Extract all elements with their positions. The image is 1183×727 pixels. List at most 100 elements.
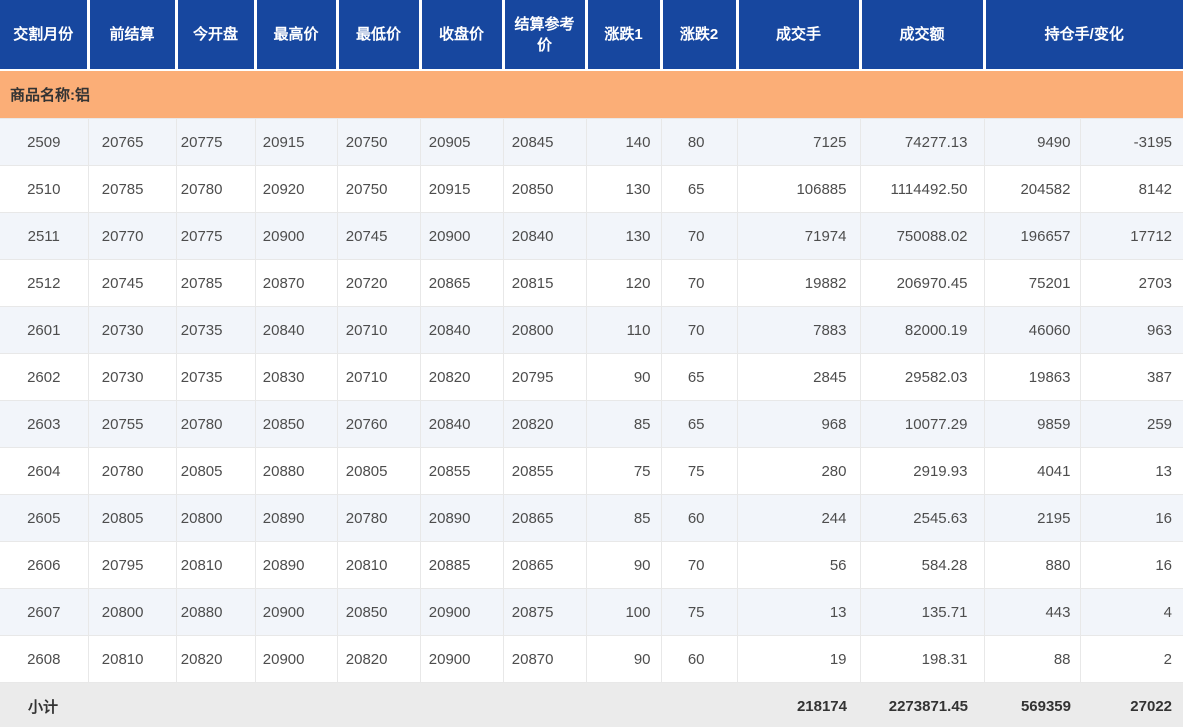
table-cell: 20865 — [502, 494, 587, 542]
table-cell: 2919.93 — [859, 447, 985, 495]
table-cell: 80 — [660, 118, 738, 166]
table-cell: 20720 — [336, 259, 421, 307]
table-cell: 20915 — [254, 118, 338, 166]
table-cell: 20915 — [419, 165, 504, 213]
header-close: 收盘价 — [420, 0, 505, 71]
table-cell: 70 — [660, 541, 738, 589]
table-cell: 85 — [585, 400, 662, 448]
table-cell: 20820 — [336, 635, 421, 683]
table-cell: 280 — [736, 447, 861, 495]
table-cell: 13 — [1079, 447, 1183, 495]
table-cell: -3195 — [1079, 118, 1183, 166]
table-cell: 2 — [1079, 635, 1183, 683]
header-open-interest-change: 持仓手/变化 — [984, 0, 1183, 71]
table-cell: 2509 — [0, 118, 89, 166]
table-cell: 20755 — [87, 400, 177, 448]
table-cell: 20785 — [175, 259, 256, 307]
table-cell: 20800 — [502, 306, 587, 354]
table-row[interactable]: 2602 20730 20735 20830 20710 20820 20795 90 65 28… — [0, 353, 1183, 401]
table-cell: 8142 — [1079, 165, 1183, 213]
table-cell: 20920 — [254, 165, 338, 213]
table-row[interactable]: 2511 20770 20775 20900 20745 20900 20840 130 70 7… — [0, 212, 1183, 260]
table-cell: 120 — [585, 259, 662, 307]
table-cell: 20780 — [87, 447, 177, 495]
table-cell: 2605 — [0, 494, 89, 542]
table-cell: 29582.03 — [859, 353, 985, 401]
table-row[interactable]: 2606 20795 20810 20890 20810 20885 20865 90 70 56… — [0, 541, 1183, 589]
table-cell: 2603 — [0, 400, 89, 448]
table-cell: 20775 — [175, 118, 256, 166]
table-cell: 20905 — [419, 118, 504, 166]
table-cell: 20820 — [175, 635, 256, 683]
table-cell: 110 — [585, 306, 662, 354]
table-row[interactable]: 2509 20765 20775 20915 20750 20905 20845 140 80 7… — [0, 118, 1183, 166]
table-cell: 20850 — [502, 165, 587, 213]
table-cell: 20900 — [254, 635, 338, 683]
table-cell: 20805 — [175, 447, 256, 495]
table-cell: 20730 — [87, 353, 177, 401]
table-cell: 60 — [660, 494, 738, 542]
table-cell: 2545.63 — [859, 494, 985, 542]
header-open: 今开盘 — [176, 0, 257, 71]
table-cell: 20795 — [87, 541, 177, 589]
table-cell: 56 — [736, 541, 861, 589]
table-cell: 7125 — [736, 118, 861, 166]
table-cell: 968 — [736, 400, 861, 448]
table-cell: 204582 — [983, 165, 1081, 213]
table-cell: 20810 — [336, 541, 421, 589]
table-cell: 2604 — [0, 447, 89, 495]
table-row[interactable]: 2510 20785 20780 20920 20750 20915 20850 130 65 1… — [0, 165, 1183, 213]
subtotal-label: 小计 — [0, 682, 737, 727]
table-cell: 20805 — [336, 447, 421, 495]
table-cell: 206970.45 — [859, 259, 985, 307]
table-cell: 20760 — [336, 400, 421, 448]
table-cell: 20795 — [502, 353, 587, 401]
table-row[interactable]: 2604 20780 20805 20880 20805 20855 20855 75 75 28… — [0, 447, 1183, 495]
table-cell: 17712 — [1079, 212, 1183, 260]
table-cell: 7883 — [736, 306, 861, 354]
table-row[interactable]: 2603 20755 20780 20850 20760 20840 20820 85 65 96… — [0, 400, 1183, 448]
table-cell: 387 — [1079, 353, 1183, 401]
table-cell: 1114492.50 — [859, 165, 985, 213]
table-row[interactable]: 2601 20730 20735 20840 20710 20840 20800 110 70 7… — [0, 306, 1183, 354]
table-cell: 20735 — [175, 306, 256, 354]
table-cell: 20810 — [87, 635, 177, 683]
table-cell: 750088.02 — [859, 212, 985, 260]
table-row[interactable]: 2512 20745 20785 20870 20720 20865 20815 120 70 1… — [0, 259, 1183, 307]
table-cell: 90 — [585, 353, 662, 401]
table-cell: 20750 — [336, 118, 421, 166]
table-cell: 20840 — [254, 306, 338, 354]
table-cell: 20745 — [336, 212, 421, 260]
table-cell: 71974 — [736, 212, 861, 260]
table-cell: 20900 — [254, 588, 338, 636]
table-cell: 46060 — [983, 306, 1081, 354]
table-cell: 584.28 — [859, 541, 985, 589]
header-high: 最高价 — [255, 0, 339, 71]
table-cell: 20750 — [336, 165, 421, 213]
table-cell: 20865 — [419, 259, 504, 307]
table-cell: 16 — [1079, 494, 1183, 542]
table-cell: 20810 — [175, 541, 256, 589]
header-change1: 涨跌1 — [586, 0, 663, 71]
table-row[interactable]: 2605 20805 20800 20890 20780 20890 20865 85 60 24… — [0, 494, 1183, 542]
table-cell: 70 — [660, 306, 738, 354]
table-row[interactable]: 2607 20800 20880 20900 20850 20900 20875 100 75 1… — [0, 588, 1183, 636]
subtotal-volume: 218174 — [737, 682, 860, 727]
table-cell: 244 — [736, 494, 861, 542]
table-cell: 20840 — [502, 212, 587, 260]
table-cell: 20710 — [336, 306, 421, 354]
table-cell: 106885 — [736, 165, 861, 213]
table-cell: 20900 — [419, 635, 504, 683]
table-cell: 20745 — [87, 259, 177, 307]
table-cell: 130 — [585, 165, 662, 213]
table-cell: 19 — [736, 635, 861, 683]
subtotal-row: 小计 218174 2273871.45 569359 27022 — [0, 682, 1183, 727]
product-name-label: 商品名称:铝 — [0, 70, 1183, 119]
table-cell: 2512 — [0, 259, 89, 307]
header-prev-settlement: 前结算 — [88, 0, 178, 71]
table-cell: 65 — [660, 165, 738, 213]
table-cell: 20850 — [254, 400, 338, 448]
table-row[interactable]: 2608 20810 20820 20900 20820 20900 20870 90 60 19… — [0, 635, 1183, 683]
table-cell: 20820 — [419, 353, 504, 401]
table-cell: 20890 — [254, 541, 338, 589]
